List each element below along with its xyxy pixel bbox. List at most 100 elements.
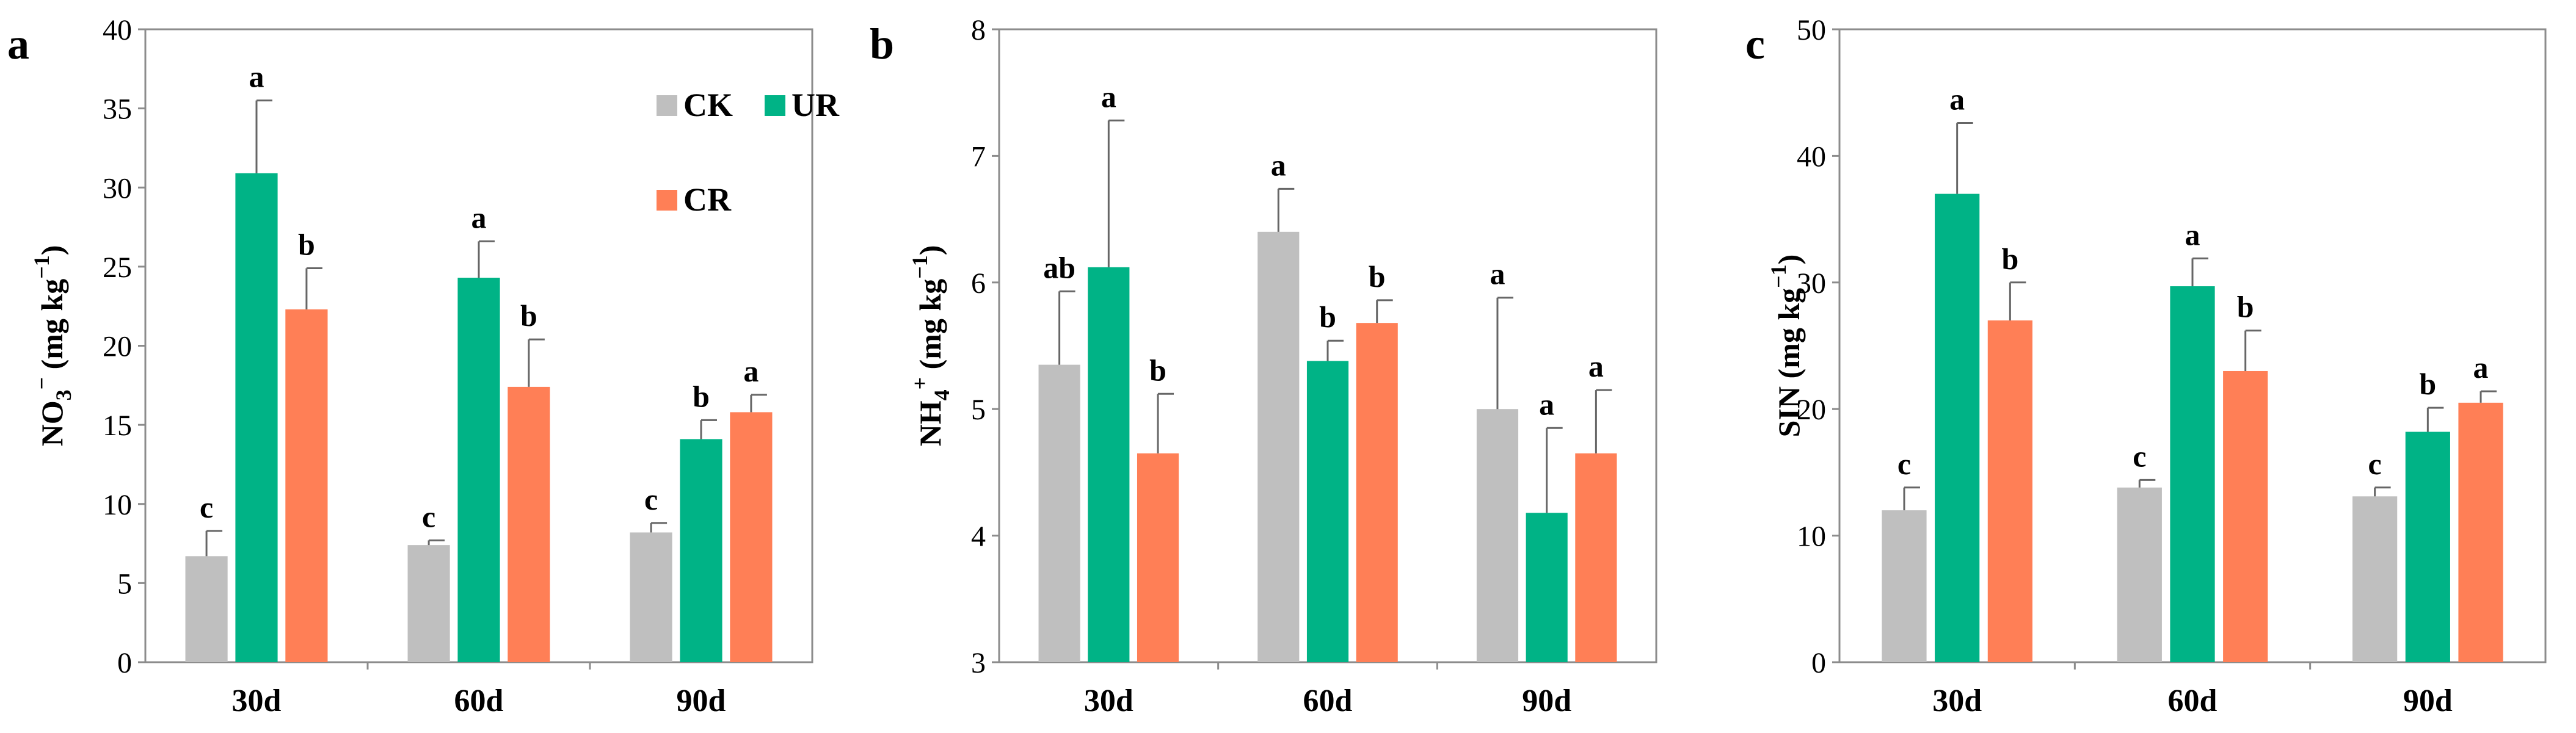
y-tick-label: 0 (117, 647, 132, 679)
y-axis-label-main: NH (913, 400, 947, 446)
y-tick-label: 25 (103, 251, 132, 284)
significance-letter: b (2001, 242, 2018, 276)
significance-letter: b (520, 298, 537, 333)
y-tick-label: 8 (971, 14, 986, 46)
y-axis-label-sup: + (908, 377, 932, 390)
bar-cr-60d (2223, 370, 2268, 662)
y-axis-label: NO3− (mg kg−1) (29, 245, 76, 447)
significance-letter: c (422, 499, 435, 533)
bar-ur-90d (2405, 431, 2450, 662)
bar-ur-60d (1306, 361, 1349, 662)
y-tick-label: 10 (1797, 521, 1826, 553)
y-tick-label: 6 (971, 267, 986, 300)
bar-ur-60d (2170, 286, 2215, 663)
significance-letter: b (1369, 259, 1386, 294)
significance-letter: a (743, 354, 759, 388)
y-tick-label: 30 (103, 172, 132, 204)
significance-letter: b (693, 379, 710, 413)
significance-letter: a (1588, 349, 1604, 383)
bar-cr-30d (285, 309, 328, 662)
bar-ur-90d (1526, 513, 1568, 662)
significance-letter: a (249, 60, 264, 94)
y-axis-label-main: NO (35, 400, 69, 446)
bar-cr-60d (1356, 323, 1398, 662)
significance-letter: a (2185, 217, 2200, 251)
y-tick-label: 3 (971, 647, 986, 679)
bar-ur-60d (457, 278, 500, 663)
y-tick-label: 30 (1797, 267, 1826, 300)
y-tick-label: 35 (103, 93, 132, 126)
bar-ck-30d (1038, 364, 1080, 662)
y-tick-label: 40 (1797, 140, 1826, 173)
bar-ur-30d (1088, 267, 1130, 662)
panel-label: c (1745, 20, 1765, 68)
significance-letter: b (1149, 353, 1166, 387)
significance-letter: c (1897, 447, 1911, 481)
bar-ck-90d (2352, 496, 2398, 662)
significance-letter: a (1949, 82, 1965, 116)
significance-letter: c (644, 482, 658, 516)
y-axis-label-close: ) (35, 245, 69, 256)
significance-letter: b (1319, 300, 1336, 334)
bar-ur-90d (680, 439, 722, 662)
y-axis-label-units: (mg kg (35, 279, 69, 377)
significance-letter: a (1271, 148, 1286, 182)
y-tick-label: 10 (103, 489, 132, 521)
chart-panel-c: 0 10 20 30 40 50 30d c a b 60d c a b 90d c b a (1797, 14, 2547, 718)
bar-ck-90d (630, 532, 672, 662)
legend-swatch-ur (765, 95, 785, 116)
bar-ur-30d (235, 173, 278, 663)
y-axis-label-units-sup: −1 (29, 255, 54, 279)
significance-letter: c (2368, 447, 2382, 481)
legend-label-ck: CK (683, 87, 733, 123)
y-tick-label: 15 (103, 410, 132, 442)
significance-letter: a (1539, 387, 1554, 421)
y-axis-label-units: (mg kg (1772, 288, 1806, 386)
y-tick-label: 50 (1797, 14, 1826, 46)
x-tick-label: 60d (2168, 684, 2218, 718)
bar-cr-60d (508, 386, 550, 662)
bar-cr-90d (1575, 453, 1617, 662)
x-tick-label: 30d (1932, 684, 1982, 718)
y-axis-label-units-sup: −1 (1766, 264, 1791, 288)
x-tick-label: 30d (1084, 684, 1133, 718)
legend-label-cr: CR (683, 181, 732, 218)
y-axis-label-units: (mg kg (913, 279, 947, 377)
x-tick-label: 60d (1303, 684, 1353, 718)
y-axis-label-sup: − (29, 377, 54, 390)
bar-ur-30d (1935, 193, 1980, 662)
legend: CK UR CR (657, 87, 840, 218)
x-tick-label: 90d (677, 684, 726, 718)
y-axis-label: NH4+ (mg kg−1) (908, 245, 954, 447)
y-tick-label: 7 (971, 140, 986, 173)
bar-ck-60d (2117, 487, 2162, 662)
panel-label: a (7, 20, 29, 68)
legend-swatch-cr (657, 190, 677, 211)
y-tick-label: 40 (103, 14, 132, 46)
significance-letter: a (2473, 350, 2489, 385)
y-axis-label-sub: 3 (51, 389, 76, 400)
y-tick-label: 4 (971, 521, 986, 553)
bar-cr-90d (2458, 402, 2503, 662)
x-tick-label: 90d (1522, 684, 1571, 718)
x-tick-label: 30d (232, 684, 282, 718)
panel-label: b (870, 20, 894, 68)
significance-letter: a (471, 200, 487, 234)
bar-ck-90d (1476, 409, 1519, 662)
significance-letter: b (2419, 367, 2436, 401)
y-axis-label: SIN (mg kg−1) (1766, 255, 1806, 438)
y-axis-label-close: ) (913, 245, 947, 256)
y-tick-label: 5 (971, 394, 986, 426)
y-axis-label-sub: 4 (930, 389, 954, 400)
significance-letter: c (200, 490, 213, 524)
x-tick-label: 90d (2403, 684, 2453, 718)
y-axis-label-main: SIN (1772, 386, 1806, 437)
bar-ck-30d (1882, 510, 1927, 662)
significance-letter: a (1490, 257, 1505, 291)
legend-swatch-ck (657, 95, 677, 116)
y-axis-label-close: ) (1772, 255, 1806, 265)
y-tick-label: 20 (103, 331, 132, 363)
